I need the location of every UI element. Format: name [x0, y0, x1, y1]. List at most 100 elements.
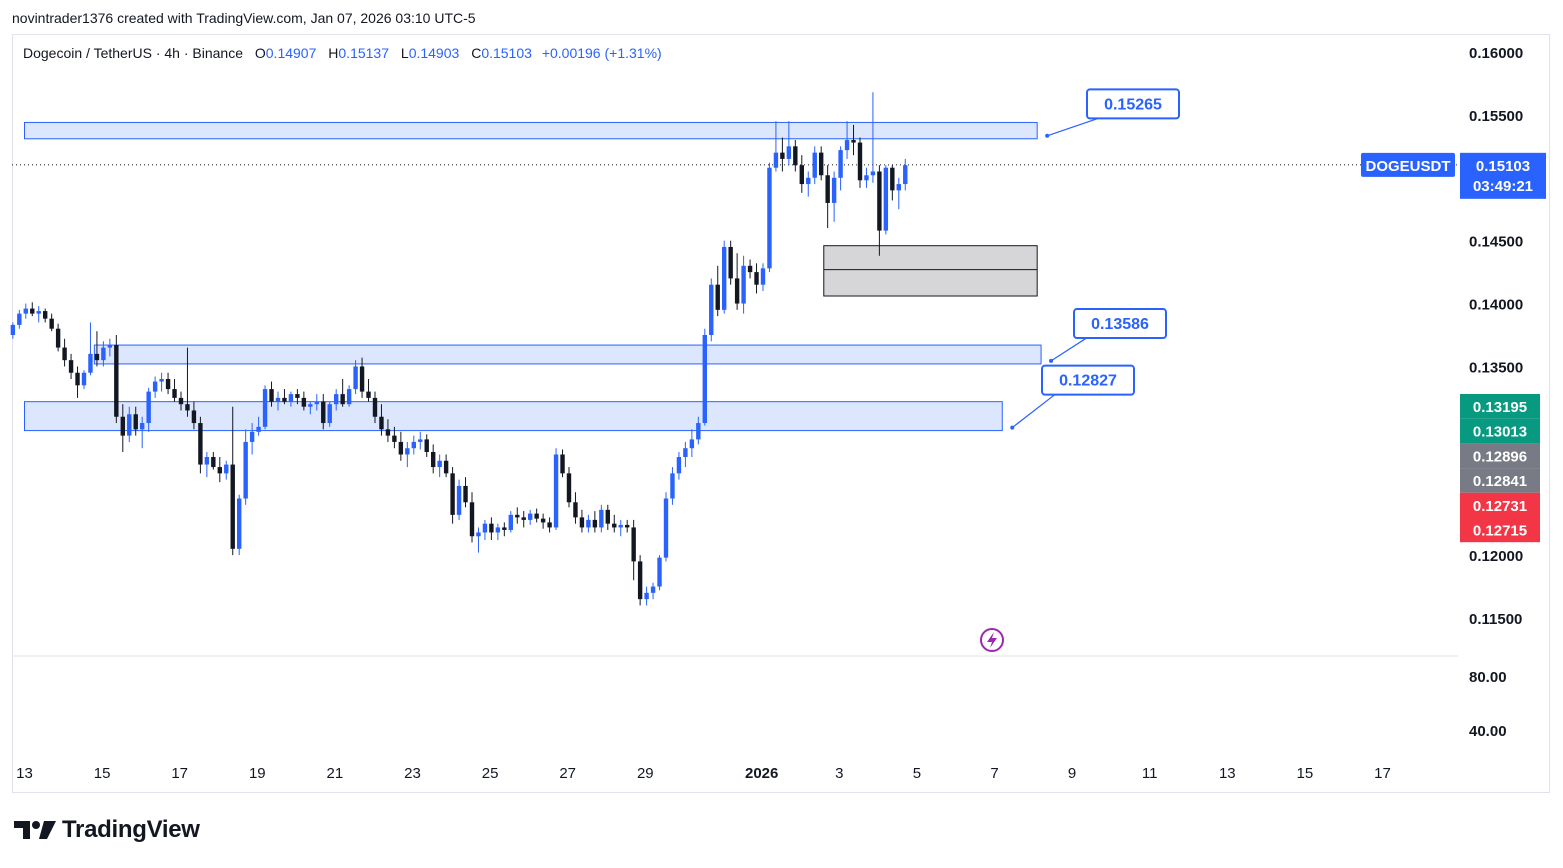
candle[interactable] [36, 306, 41, 323]
candle[interactable] [152, 376, 158, 398]
candle[interactable] [321, 394, 326, 430]
candle[interactable] [42, 308, 48, 323]
candle[interactable] [107, 338, 113, 357]
candle[interactable] [430, 444, 436, 474]
candle[interactable] [10, 322, 16, 339]
candle[interactable] [495, 523, 501, 541]
candle[interactable] [650, 582, 656, 600]
candle[interactable] [644, 586, 649, 606]
candle[interactable] [314, 394, 319, 411]
candle[interactable] [806, 171, 811, 197]
candle[interactable] [521, 511, 526, 528]
candle[interactable] [870, 92, 876, 183]
candle[interactable] [515, 507, 520, 524]
candle[interactable] [275, 391, 281, 411]
candle[interactable] [818, 146, 824, 181]
candle[interactable] [825, 165, 830, 229]
candle[interactable] [527, 509, 533, 525]
candle[interactable] [463, 477, 468, 508]
candle[interactable] [734, 253, 740, 310]
candle[interactable] [282, 389, 287, 405]
candle[interactable] [185, 347, 190, 417]
candle[interactable] [146, 387, 151, 432]
candle[interactable] [553, 448, 559, 530]
candle[interactable] [114, 335, 119, 424]
candle[interactable] [793, 140, 798, 172]
candle[interactable] [204, 451, 210, 478]
candle[interactable] [812, 146, 817, 185]
candle[interactable] [670, 467, 675, 505]
candle[interactable] [586, 514, 591, 533]
candle[interactable] [799, 155, 804, 193]
candle[interactable] [786, 121, 792, 166]
candle[interactable] [728, 240, 733, 285]
candle[interactable] [101, 341, 106, 367]
candle[interactable] [631, 519, 636, 581]
candle[interactable] [243, 429, 248, 505]
candle[interactable] [301, 391, 307, 411]
candle[interactable] [773, 121, 779, 172]
candle[interactable] [94, 331, 100, 367]
lightning-icon[interactable] [980, 628, 1004, 652]
candle[interactable] [780, 137, 785, 172]
candle[interactable] [23, 303, 28, 319]
candle[interactable] [178, 391, 184, 411]
candle[interactable] [68, 353, 74, 380]
candle[interactable] [547, 517, 552, 533]
candle[interactable] [599, 504, 604, 533]
candle[interactable] [476, 527, 481, 553]
candle[interactable] [618, 519, 623, 537]
candle[interactable] [676, 451, 682, 480]
candle[interactable] [851, 124, 856, 156]
candle[interactable] [696, 416, 701, 445]
candle[interactable] [191, 401, 197, 430]
candle[interactable] [456, 479, 462, 520]
candle[interactable] [709, 278, 714, 342]
candle[interactable] [256, 416, 261, 436]
candle[interactable] [385, 419, 391, 442]
candle[interactable] [663, 492, 669, 562]
candle[interactable] [702, 328, 707, 426]
candle[interactable] [133, 406, 138, 436]
candle[interactable] [573, 492, 578, 524]
candle[interactable] [340, 379, 345, 407]
candle[interactable] [637, 555, 643, 606]
candle[interactable] [327, 401, 332, 427]
candle[interactable] [55, 323, 61, 352]
candle[interactable] [295, 389, 300, 405]
candle[interactable] [411, 435, 416, 455]
candle[interactable] [721, 240, 727, 314]
price-axis[interactable]: 0.16000 0.15500 0.14500 0.14000 0.13500 0.120… [1361, 45, 1546, 740]
candle[interactable] [88, 322, 93, 376]
candle[interactable] [172, 379, 177, 402]
candle[interactable] [560, 449, 565, 478]
candle[interactable] [217, 457, 222, 483]
symbol-legend[interactable]: Dogecoin / TetherUS · 4h · Binance O0.14… [23, 45, 662, 61]
candle[interactable] [624, 519, 630, 533]
candle[interactable] [288, 391, 294, 407]
candle[interactable] [864, 167, 869, 188]
candle[interactable] [359, 357, 365, 398]
candle[interactable] [534, 508, 539, 523]
candle[interactable] [379, 404, 384, 436]
candle[interactable] [127, 406, 132, 442]
candle[interactable] [262, 385, 268, 430]
candle[interactable] [437, 454, 442, 478]
candles-layer[interactable] [10, 92, 908, 606]
candle[interactable] [30, 302, 35, 317]
candle[interactable] [424, 434, 429, 458]
candle[interactable] [211, 451, 216, 470]
candle[interactable] [579, 509, 585, 533]
candle[interactable] [831, 171, 837, 222]
candle[interactable] [75, 366, 80, 398]
candle[interactable] [689, 429, 695, 458]
candle[interactable] [540, 513, 546, 529]
candle[interactable] [890, 165, 895, 201]
candle[interactable] [418, 431, 423, 450]
candle[interactable] [333, 389, 339, 411]
candle[interactable] [165, 372, 171, 395]
candle[interactable] [857, 137, 863, 188]
candle[interactable] [366, 379, 371, 402]
candle[interactable] [760, 263, 766, 291]
candle[interactable] [346, 385, 352, 407]
